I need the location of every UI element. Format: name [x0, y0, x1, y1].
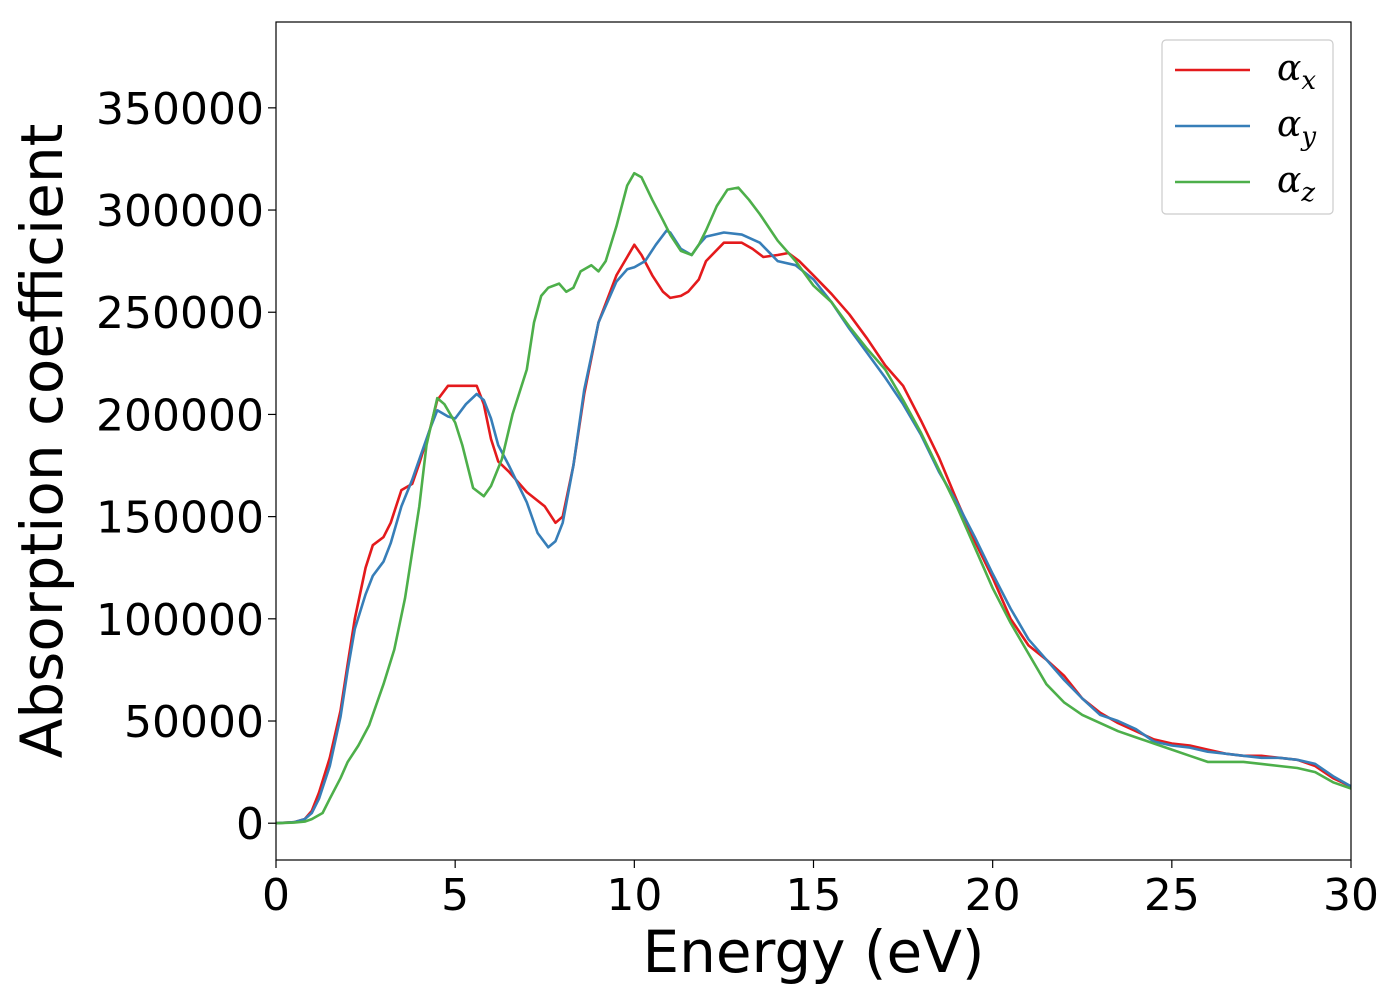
legend-label-alpha-y: αy — [1277, 104, 1316, 152]
y-tick-label: 200000 — [96, 390, 264, 441]
legend-label-alpha-x: αx — [1277, 48, 1316, 96]
x-tick-label: 5 — [441, 870, 469, 921]
legend-subscript: y — [1300, 122, 1316, 152]
x-tick-label: 20 — [965, 870, 1021, 921]
series-line-alpha-y — [276, 229, 1351, 825]
legend-symbol: α — [1277, 160, 1301, 201]
y-tick-label: 0 — [236, 799, 264, 850]
x-tick-label: 10 — [606, 870, 662, 921]
legend-label-alpha-z: αz — [1277, 160, 1315, 208]
series-line-alpha-x — [276, 241, 1351, 825]
x-tick-label: 30 — [1323, 870, 1379, 921]
legend-subscript: x — [1301, 66, 1316, 96]
x-axis-ticks: 0 5 10 15 20 25 30 — [262, 860, 1379, 921]
legend-symbol: α — [1277, 48, 1301, 89]
series-lines — [276, 171, 1351, 825]
y-axis-ticks: 0 50000 100000 150000 200000 250000 300000 3500… — [96, 84, 276, 850]
y-tick-label: 300000 — [96, 186, 264, 237]
y-tick-label: 100000 — [96, 595, 264, 646]
y-tick-label: 150000 — [96, 493, 264, 544]
y-tick-label: 250000 — [96, 288, 264, 339]
x-tick-label: 15 — [786, 870, 842, 921]
x-axis-title: Energy (eV) — [642, 918, 984, 986]
legend-subscript: z — [1300, 178, 1315, 208]
y-axis-title: Absorption coefficient — [8, 124, 76, 759]
y-tick-label: 50000 — [124, 697, 264, 748]
series-line-alpha-z — [276, 171, 1351, 825]
legend-symbol: α — [1277, 104, 1301, 145]
x-tick-label: 25 — [1144, 870, 1200, 921]
y-tick-label: 350000 — [96, 84, 264, 135]
x-tick-label: 0 — [262, 870, 290, 921]
